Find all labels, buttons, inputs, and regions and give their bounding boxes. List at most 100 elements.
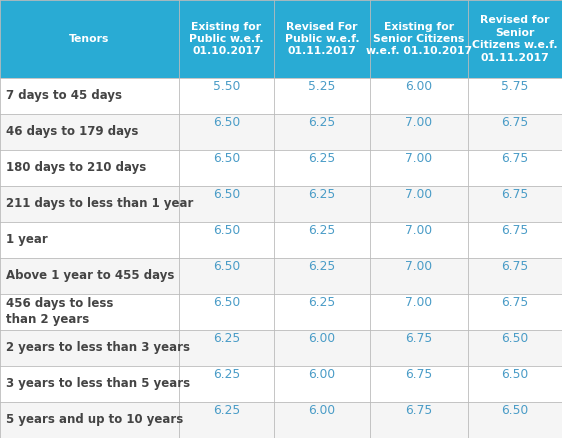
Text: 6.50: 6.50 bbox=[213, 117, 240, 130]
Text: 6.75: 6.75 bbox=[501, 117, 529, 130]
Bar bbox=[0, 186, 179, 222]
Bar bbox=[179, 330, 274, 366]
Text: 6.25: 6.25 bbox=[213, 332, 240, 346]
Bar bbox=[468, 186, 562, 222]
Bar bbox=[179, 0, 274, 78]
Bar bbox=[468, 294, 562, 330]
Bar bbox=[0, 114, 179, 150]
Bar bbox=[274, 186, 370, 222]
Text: 6.50: 6.50 bbox=[501, 368, 529, 381]
Bar bbox=[274, 366, 370, 402]
Bar bbox=[0, 330, 179, 366]
Bar bbox=[0, 402, 179, 438]
Bar bbox=[370, 78, 468, 114]
Bar bbox=[274, 0, 370, 78]
Bar bbox=[179, 114, 274, 150]
Bar bbox=[370, 402, 468, 438]
Text: Tenors: Tenors bbox=[69, 34, 110, 44]
Bar bbox=[0, 258, 179, 294]
Text: 6.75: 6.75 bbox=[501, 261, 529, 273]
Text: 6.50: 6.50 bbox=[213, 152, 240, 166]
Bar bbox=[468, 366, 562, 402]
Bar bbox=[274, 114, 370, 150]
Text: 7.00: 7.00 bbox=[405, 117, 433, 130]
Bar bbox=[179, 366, 274, 402]
Text: 6.25: 6.25 bbox=[309, 261, 336, 273]
Bar bbox=[0, 366, 179, 402]
Bar bbox=[179, 186, 274, 222]
Text: 6.50: 6.50 bbox=[213, 261, 240, 273]
Bar bbox=[370, 0, 468, 78]
Text: 6.75: 6.75 bbox=[405, 368, 433, 381]
Bar bbox=[370, 222, 468, 258]
Text: 7.00: 7.00 bbox=[405, 188, 433, 201]
Bar bbox=[468, 222, 562, 258]
Bar bbox=[274, 330, 370, 366]
Text: 7 days to 45 days: 7 days to 45 days bbox=[6, 89, 121, 102]
Text: 5 years and up to 10 years: 5 years and up to 10 years bbox=[6, 413, 183, 427]
Text: 6.25: 6.25 bbox=[213, 405, 240, 417]
Bar bbox=[179, 258, 274, 294]
Bar bbox=[179, 294, 274, 330]
Text: 6.25: 6.25 bbox=[213, 368, 240, 381]
Bar bbox=[274, 258, 370, 294]
Bar bbox=[468, 402, 562, 438]
Text: Above 1 year to 455 days: Above 1 year to 455 days bbox=[6, 269, 174, 283]
Bar bbox=[370, 258, 468, 294]
Bar bbox=[0, 150, 179, 186]
Text: 2 years to less than 3 years: 2 years to less than 3 years bbox=[6, 342, 189, 354]
Bar bbox=[179, 78, 274, 114]
Bar bbox=[370, 294, 468, 330]
Text: 7.00: 7.00 bbox=[405, 225, 433, 237]
Bar bbox=[370, 366, 468, 402]
Bar bbox=[370, 330, 468, 366]
Text: 180 days to 210 days: 180 days to 210 days bbox=[6, 162, 146, 174]
Text: 6.25: 6.25 bbox=[309, 117, 336, 130]
Text: 6.00: 6.00 bbox=[309, 368, 336, 381]
Bar bbox=[468, 150, 562, 186]
Text: 6.75: 6.75 bbox=[405, 405, 433, 417]
Text: 5.50: 5.50 bbox=[213, 81, 240, 93]
Bar bbox=[274, 222, 370, 258]
Text: Revised for
Senior
Citizens w.e.f.
01.11.2017: Revised for Senior Citizens w.e.f. 01.11… bbox=[472, 15, 558, 63]
Bar bbox=[468, 330, 562, 366]
Text: 6.00: 6.00 bbox=[309, 405, 336, 417]
Text: 6.25: 6.25 bbox=[309, 152, 336, 166]
Text: 211 days to less than 1 year: 211 days to less than 1 year bbox=[6, 198, 193, 211]
Text: Existing for
Public w.e.f.
01.10.2017: Existing for Public w.e.f. 01.10.2017 bbox=[189, 21, 264, 57]
Text: 6.50: 6.50 bbox=[501, 332, 529, 346]
Text: 7.00: 7.00 bbox=[405, 297, 433, 310]
Bar bbox=[468, 258, 562, 294]
Text: 456 days to less
than 2 years: 456 days to less than 2 years bbox=[6, 297, 113, 326]
Text: Existing for
Senior Citizens
w.e.f. 01.10.2017: Existing for Senior Citizens w.e.f. 01.1… bbox=[366, 21, 472, 57]
Text: 7.00: 7.00 bbox=[405, 261, 433, 273]
Text: 5.25: 5.25 bbox=[309, 81, 336, 93]
Text: 6.50: 6.50 bbox=[213, 225, 240, 237]
Bar bbox=[468, 78, 562, 114]
Text: 6.75: 6.75 bbox=[405, 332, 433, 346]
Bar bbox=[274, 150, 370, 186]
Text: 6.50: 6.50 bbox=[213, 297, 240, 310]
Bar bbox=[274, 402, 370, 438]
Bar bbox=[468, 114, 562, 150]
Bar bbox=[274, 294, 370, 330]
Text: 6.25: 6.25 bbox=[309, 188, 336, 201]
Bar bbox=[0, 294, 179, 330]
Text: 6.75: 6.75 bbox=[501, 225, 529, 237]
Bar bbox=[370, 150, 468, 186]
Text: 6.00: 6.00 bbox=[309, 332, 336, 346]
Bar bbox=[179, 402, 274, 438]
Text: 1 year: 1 year bbox=[6, 233, 47, 247]
Bar bbox=[274, 78, 370, 114]
Text: 6.75: 6.75 bbox=[501, 297, 529, 310]
Text: 6.50: 6.50 bbox=[501, 405, 529, 417]
Text: 6.75: 6.75 bbox=[501, 188, 529, 201]
Bar bbox=[0, 0, 179, 78]
Text: 6.50: 6.50 bbox=[213, 188, 240, 201]
Bar bbox=[370, 114, 468, 150]
Bar bbox=[179, 222, 274, 258]
Bar bbox=[370, 186, 468, 222]
Text: Revised For
Public w.e.f.
01.11.2017: Revised For Public w.e.f. 01.11.2017 bbox=[285, 21, 359, 57]
Text: 46 days to 179 days: 46 days to 179 days bbox=[6, 125, 138, 138]
Text: 6.25: 6.25 bbox=[309, 297, 336, 310]
